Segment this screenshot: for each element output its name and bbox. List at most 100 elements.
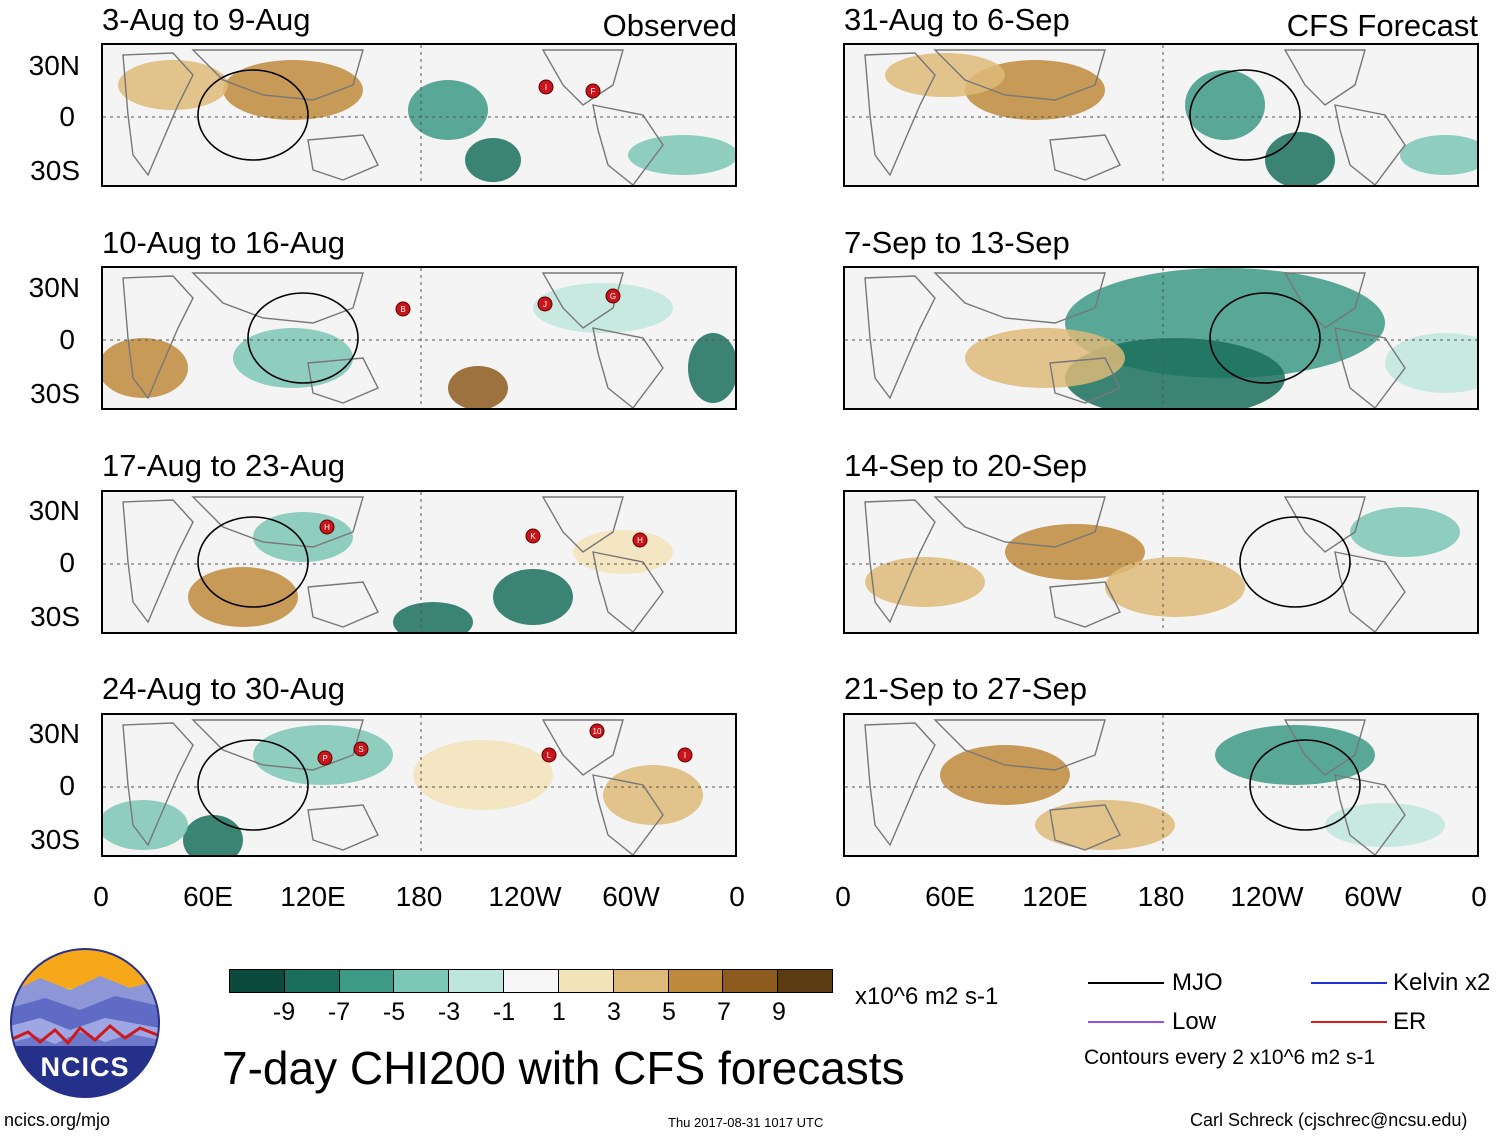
coastline: [122, 722, 194, 847]
colorbar-swatch: [558, 970, 614, 992]
lon-label: 120E: [280, 881, 346, 912]
colorbar-swatch: [284, 970, 340, 992]
coastline: [1334, 774, 1406, 855]
footer-url[interactable]: ncics.org/mjo: [4, 1110, 111, 1130]
lat-label-30n: 30N: [28, 50, 80, 81]
storm-marker: I: [677, 747, 693, 763]
lon-label: 180: [395, 881, 443, 912]
mjo-contour: [247, 292, 359, 384]
storm-label: L: [547, 751, 552, 760]
mjo-contour: [197, 516, 309, 608]
storm-label: I: [684, 751, 686, 760]
coastline: [1049, 581, 1121, 628]
legend-line-er: [1311, 1021, 1387, 1023]
map-panel-graphic: [845, 268, 1477, 408]
panel-title: 10-Aug to 16-Aug: [102, 225, 346, 260]
colorbar-tick: -7: [327, 998, 351, 1026]
colorbar-swatch: [723, 970, 779, 992]
coastline: [592, 774, 664, 855]
contour-note: Contours every 2 x10^6 m2 s-1: [1084, 1046, 1376, 1069]
observed-label: Observed: [602, 8, 737, 43]
anomaly-region: [413, 740, 553, 810]
footer-timestamp: Thu 2017-08-31 1017 UTC: [668, 1115, 824, 1130]
anomaly-region: [628, 135, 735, 175]
colorbar-swatch: [668, 970, 724, 992]
coastline: [1283, 719, 1366, 776]
coastline: [933, 49, 1106, 101]
map-panel-graphic: P S L 10 I: [103, 715, 735, 855]
panel-title: 17-Aug to 23-Aug: [102, 448, 346, 483]
coastline: [307, 804, 379, 851]
anomaly-region: [573, 530, 673, 574]
storm-marker: L: [541, 747, 557, 763]
coastline: [191, 496, 364, 548]
lon-label: 0: [729, 881, 745, 912]
mjo-contour: [1239, 516, 1351, 608]
coastline: [307, 357, 379, 404]
anomaly-region: [885, 53, 1005, 97]
lon-label: 60E: [183, 881, 233, 912]
lat-label-0: 0: [59, 770, 75, 801]
anomaly-region: [1035, 800, 1175, 850]
legend-line-kelvin: [1311, 982, 1387, 984]
coastline: [1049, 804, 1121, 851]
lon-label: 60W: [602, 881, 660, 912]
map-panel: [843, 713, 1479, 857]
lat-label-0: 0: [59, 324, 75, 355]
coastline: [592, 104, 664, 185]
legend-line-low: [1088, 1021, 1164, 1023]
storm-marker: H: [319, 519, 335, 535]
anomaly-region: [1400, 135, 1477, 175]
coastline: [541, 496, 624, 553]
coastline: [933, 272, 1106, 324]
legend-label-kelvin: Kelvin x2: [1393, 969, 1491, 996]
footer-author: Carl Schreck (cjschrec@ncsu.edu): [1190, 1110, 1468, 1130]
map-panel: [843, 43, 1479, 187]
lon-label: 120W: [488, 881, 562, 912]
anomaly-region: [493, 569, 573, 625]
coastline: [864, 722, 936, 847]
anomaly-region: [688, 333, 735, 403]
colorbar-tick: -5: [382, 998, 406, 1026]
panel-title: 3-Aug to 9-Aug: [102, 2, 311, 37]
mjo-contour: [197, 739, 309, 831]
storm-label: F: [591, 87, 596, 96]
mjo-contour: [1249, 739, 1361, 831]
anomaly-region: [408, 80, 488, 140]
storm-marker: G: [605, 288, 621, 304]
colorbar-tick: 9: [772, 998, 786, 1026]
coastline: [864, 499, 936, 624]
storm-marker: 10: [589, 723, 605, 739]
lon-label: 120E: [1022, 881, 1088, 912]
coastline: [541, 49, 624, 106]
anomaly-region: [603, 765, 703, 825]
anomaly-region: [965, 328, 1125, 388]
lon-label: 0: [835, 881, 851, 912]
storm-marker: K: [525, 528, 541, 544]
storm-label: K: [530, 532, 536, 541]
colorbar-swatch: [504, 970, 559, 992]
coastline: [864, 275, 936, 400]
map-panel: P S L 10 I: [101, 713, 737, 857]
colorbar-unit: x10^6 m2 s-1: [855, 983, 999, 1010]
panel-title: 24-Aug to 30-Aug: [102, 671, 346, 706]
storm-label: S: [358, 745, 363, 754]
lat-label-0: 0: [59, 101, 75, 132]
anomaly-region: [1215, 725, 1375, 785]
anomaly-region: [1350, 507, 1460, 557]
storm-marker: F: [585, 83, 601, 99]
legend-line-mjo: [1088, 982, 1164, 984]
storm-label: G: [610, 292, 616, 301]
storm-label: 10: [593, 727, 602, 736]
anomaly-region: [188, 567, 298, 627]
legend-label-mjo: MJO: [1172, 969, 1223, 996]
lat-label-30s: 30S: [30, 601, 80, 632]
coastline: [122, 52, 194, 177]
storm-label: H: [637, 536, 643, 545]
map-panel: [843, 266, 1479, 410]
logo-text: NCICS: [40, 1052, 130, 1082]
anomaly-region: [1385, 333, 1477, 393]
map-panel-graphic: [845, 45, 1477, 185]
storm-label: H: [324, 523, 330, 532]
